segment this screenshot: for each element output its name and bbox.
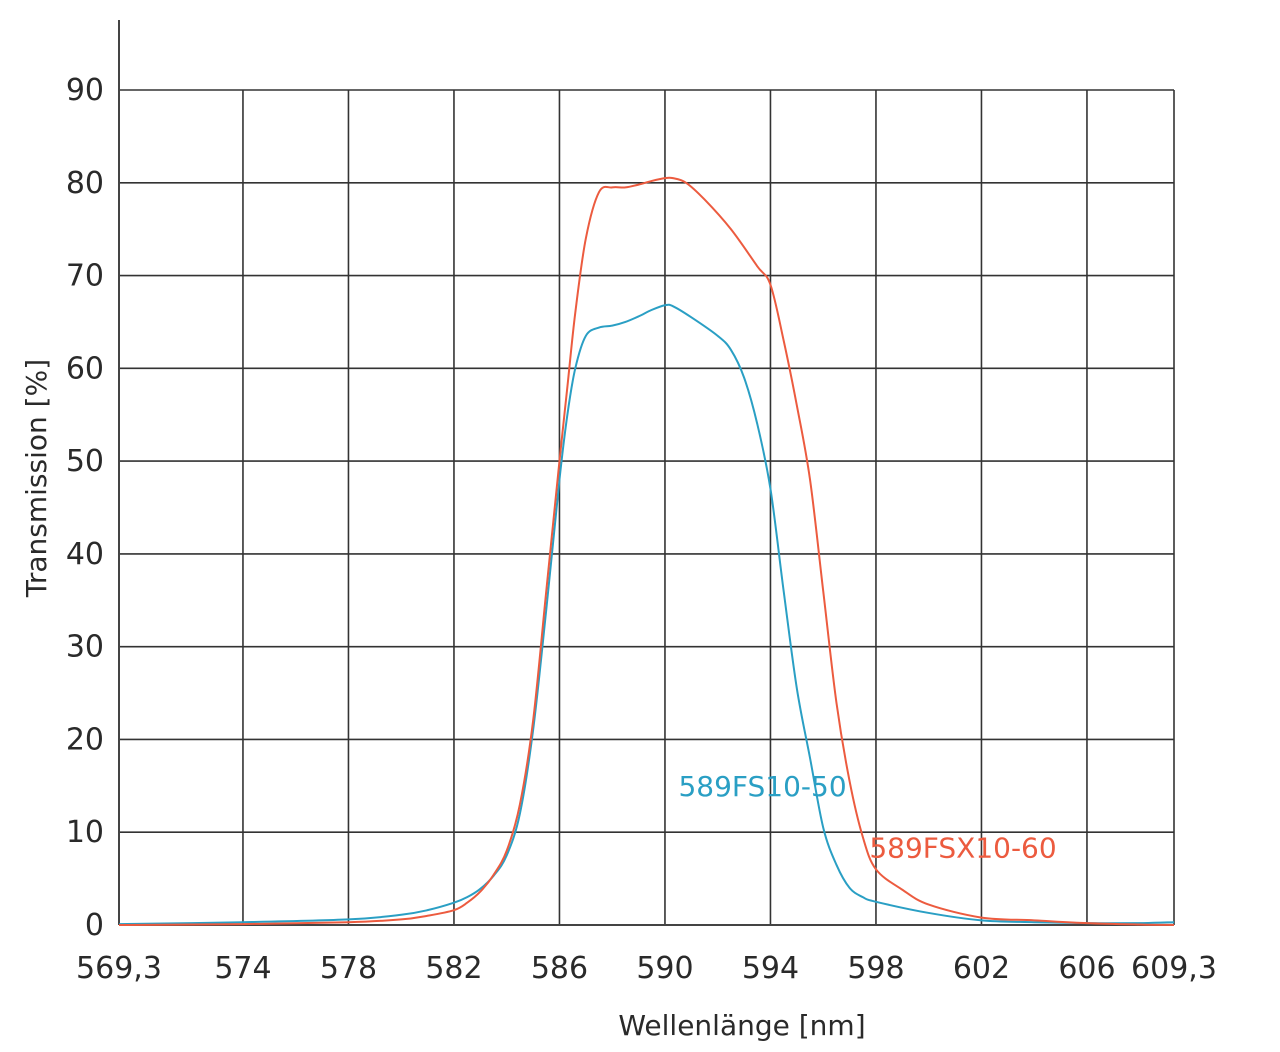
grid — [119, 89, 1175, 925]
y-tick-label: 50 — [66, 444, 104, 479]
x-tick-labels: 569,3 574 578 582 586 590 594 598 602 606 609,3 — [76, 951, 1217, 986]
series-annotations: 589FS10-50 589FSX10-60 — [678, 770, 1056, 864]
x-tick-label: 590 — [636, 951, 693, 986]
axes — [118, 20, 1174, 926]
y-tick-label: 10 — [66, 815, 104, 850]
y-tick-label: 40 — [66, 537, 104, 572]
series-line-589FSX10-60 — [118, 176, 1175, 926]
x-tick-label: 609,3 — [1131, 951, 1217, 986]
y-tick-label: 60 — [66, 351, 104, 386]
x-tick-label: 606 — [1058, 951, 1115, 986]
y-tick-label: 90 — [66, 73, 104, 108]
x-tick-label: 578 — [320, 951, 377, 986]
x-tick-label: 582 — [425, 951, 482, 986]
y-tick-label: 20 — [66, 722, 104, 757]
series-label: 589FS10-50 — [678, 770, 846, 803]
x-tick-label: 594 — [742, 951, 799, 986]
x-tick-label: 586 — [531, 951, 588, 986]
y-tick-label: 70 — [66, 259, 104, 294]
x-tick-label: 574 — [214, 951, 271, 986]
series-line-589FS10-50 — [118, 303, 1175, 926]
x-tick-label: 598 — [847, 951, 904, 986]
y-tick-label: 80 — [66, 166, 104, 201]
series-label: 589FSX10-60 — [869, 831, 1056, 864]
x-tick-label: 602 — [953, 951, 1010, 986]
y-tick-label: 0 — [85, 908, 104, 943]
x-axis-title: Wellenlänge [nm] — [618, 1009, 865, 1042]
y-tick-label: 30 — [66, 630, 104, 665]
x-tick-label: 569,3 — [76, 951, 162, 986]
y-axis-title: Transmission [%] — [20, 359, 53, 598]
y-tick-labels: 0 10 20 30 40 50 60 70 80 90 — [66, 73, 104, 943]
series-lines — [118, 176, 1175, 926]
